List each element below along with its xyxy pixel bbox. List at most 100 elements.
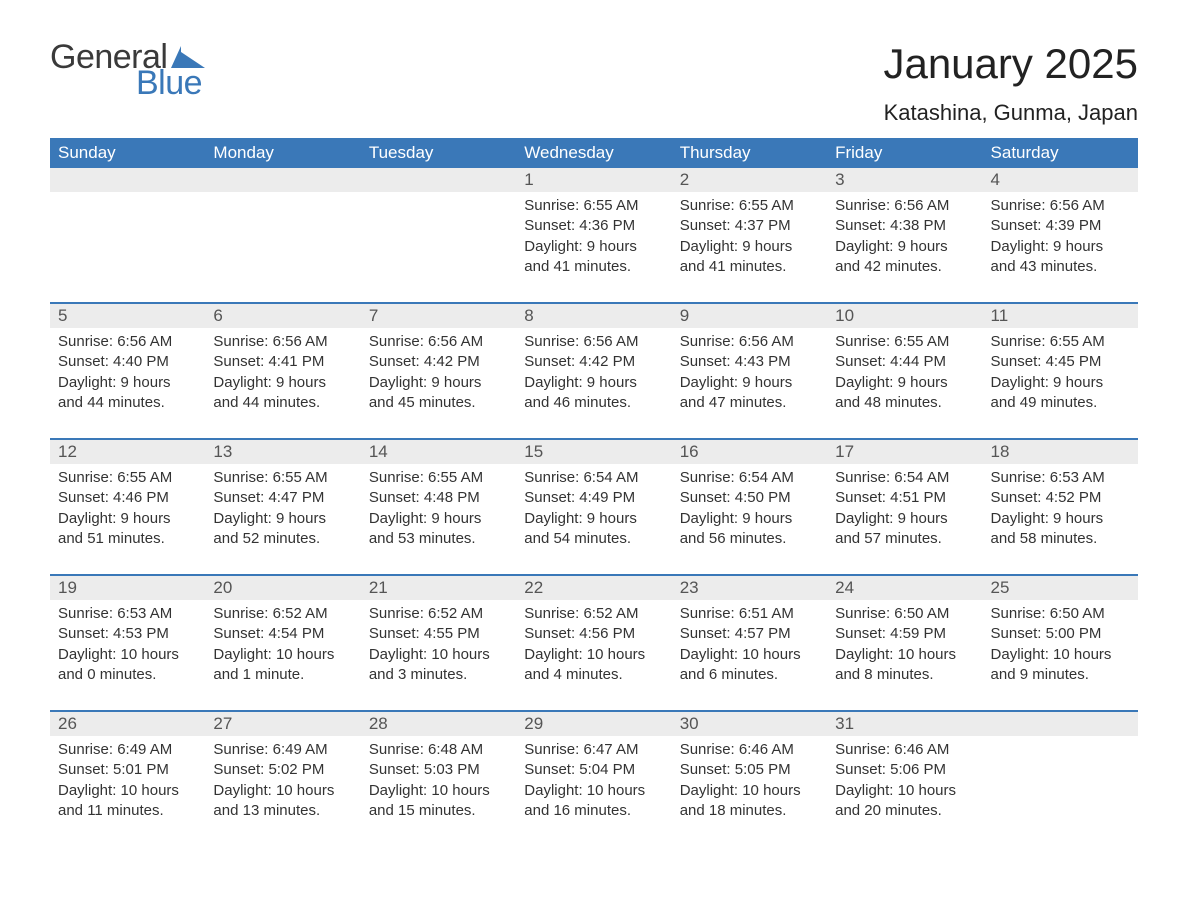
day-data: Sunrise: 6:54 AMSunset: 4:49 PMDaylight:…: [516, 464, 671, 557]
day-cell: 29Sunrise: 6:47 AMSunset: 5:04 PMDayligh…: [516, 712, 671, 832]
sunrise-label: Sunrise: 6:47 AM: [524, 740, 663, 760]
week-row: 1Sunrise: 6:55 AMSunset: 4:36 PMDaylight…: [50, 168, 1138, 288]
sunset-label: Sunset: 4:40 PM: [58, 352, 197, 372]
sunset-label: Sunset: 4:53 PM: [58, 624, 197, 644]
day-cell: 27Sunrise: 6:49 AMSunset: 5:02 PMDayligh…: [205, 712, 360, 832]
brand-logo: General Blue: [50, 40, 205, 100]
sunrise-label: Sunrise: 6:52 AM: [369, 604, 508, 624]
day-number: 30: [672, 712, 827, 736]
day-cell: [983, 712, 1138, 832]
sunset-label: Sunset: 4:54 PM: [213, 624, 352, 644]
daylight-label: Daylight: 9 hours and 53 minutes.: [369, 509, 508, 550]
day-number: 8: [516, 304, 671, 328]
daylight-label: Daylight: 10 hours and 1 minute.: [213, 645, 352, 686]
day-cell: 25Sunrise: 6:50 AMSunset: 5:00 PMDayligh…: [983, 576, 1138, 696]
sunset-label: Sunset: 4:55 PM: [369, 624, 508, 644]
sunset-label: Sunset: 4:56 PM: [524, 624, 663, 644]
day-cell: 2Sunrise: 6:55 AMSunset: 4:37 PMDaylight…: [672, 168, 827, 288]
day-number: 25: [983, 576, 1138, 600]
day-cell: 19Sunrise: 6:53 AMSunset: 4:53 PMDayligh…: [50, 576, 205, 696]
week-row: 12Sunrise: 6:55 AMSunset: 4:46 PMDayligh…: [50, 438, 1138, 560]
day-number: 1: [516, 168, 671, 192]
sunset-label: Sunset: 4:57 PM: [680, 624, 819, 644]
day-number: 21: [361, 576, 516, 600]
weekday-header: Thursday: [672, 138, 827, 168]
daylight-label: Daylight: 9 hours and 47 minutes.: [680, 373, 819, 414]
daylight-label: Daylight: 9 hours and 42 minutes.: [835, 237, 974, 278]
week-row: 19Sunrise: 6:53 AMSunset: 4:53 PMDayligh…: [50, 574, 1138, 696]
sunrise-label: Sunrise: 6:56 AM: [369, 332, 508, 352]
daylight-label: Daylight: 9 hours and 46 minutes.: [524, 373, 663, 414]
day-cell: 8Sunrise: 6:56 AMSunset: 4:42 PMDaylight…: [516, 304, 671, 424]
sunrise-label: Sunrise: 6:51 AM: [680, 604, 819, 624]
day-data: Sunrise: 6:55 AMSunset: 4:36 PMDaylight:…: [516, 192, 671, 285]
header: General Blue January 2025 Katashina, Gun…: [50, 40, 1138, 126]
sunrise-label: Sunrise: 6:54 AM: [835, 468, 974, 488]
day-data: Sunrise: 6:50 AMSunset: 4:59 PMDaylight:…: [827, 600, 982, 693]
sunrise-label: Sunrise: 6:49 AM: [213, 740, 352, 760]
weekday-header-row: Sunday Monday Tuesday Wednesday Thursday…: [50, 138, 1138, 168]
daylight-label: Daylight: 9 hours and 56 minutes.: [680, 509, 819, 550]
daylight-label: Daylight: 10 hours and 11 minutes.: [58, 781, 197, 822]
sunset-label: Sunset: 5:05 PM: [680, 760, 819, 780]
day-cell: 20Sunrise: 6:52 AMSunset: 4:54 PMDayligh…: [205, 576, 360, 696]
day-cell: [205, 168, 360, 288]
sunrise-label: Sunrise: 6:53 AM: [58, 604, 197, 624]
daylight-label: Daylight: 9 hours and 45 minutes.: [369, 373, 508, 414]
day-number: 10: [827, 304, 982, 328]
day-number: 26: [50, 712, 205, 736]
day-data: Sunrise: 6:56 AMSunset: 4:42 PMDaylight:…: [361, 328, 516, 421]
day-data: Sunrise: 6:56 AMSunset: 4:40 PMDaylight:…: [50, 328, 205, 421]
sunrise-label: Sunrise: 6:48 AM: [369, 740, 508, 760]
sunset-label: Sunset: 4:46 PM: [58, 488, 197, 508]
daylight-label: Daylight: 9 hours and 51 minutes.: [58, 509, 197, 550]
daylight-label: Daylight: 10 hours and 13 minutes.: [213, 781, 352, 822]
day-cell: 17Sunrise: 6:54 AMSunset: 4:51 PMDayligh…: [827, 440, 982, 560]
sunset-label: Sunset: 4:45 PM: [991, 352, 1130, 372]
day-cell: 1Sunrise: 6:55 AMSunset: 4:36 PMDaylight…: [516, 168, 671, 288]
day-number: 27: [205, 712, 360, 736]
sunrise-label: Sunrise: 6:54 AM: [524, 468, 663, 488]
week-row: 26Sunrise: 6:49 AMSunset: 5:01 PMDayligh…: [50, 710, 1138, 832]
day-cell: 12Sunrise: 6:55 AMSunset: 4:46 PMDayligh…: [50, 440, 205, 560]
sunset-label: Sunset: 4:38 PM: [835, 216, 974, 236]
day-cell: 28Sunrise: 6:48 AMSunset: 5:03 PMDayligh…: [361, 712, 516, 832]
day-cell: 16Sunrise: 6:54 AMSunset: 4:50 PMDayligh…: [672, 440, 827, 560]
title-block: January 2025 Katashina, Gunma, Japan: [883, 40, 1138, 126]
sunset-label: Sunset: 4:51 PM: [835, 488, 974, 508]
day-number: 24: [827, 576, 982, 600]
day-data: Sunrise: 6:55 AMSunset: 4:37 PMDaylight:…: [672, 192, 827, 285]
day-cell: 5Sunrise: 6:56 AMSunset: 4:40 PMDaylight…: [50, 304, 205, 424]
daylight-label: Daylight: 10 hours and 4 minutes.: [524, 645, 663, 686]
day-number: [983, 712, 1138, 736]
day-cell: [361, 168, 516, 288]
day-cell: 14Sunrise: 6:55 AMSunset: 4:48 PMDayligh…: [361, 440, 516, 560]
day-data: Sunrise: 6:55 AMSunset: 4:46 PMDaylight:…: [50, 464, 205, 557]
daylight-label: Daylight: 10 hours and 20 minutes.: [835, 781, 974, 822]
sunrise-label: Sunrise: 6:56 AM: [680, 332, 819, 352]
daylight-label: Daylight: 10 hours and 3 minutes.: [369, 645, 508, 686]
day-number: 15: [516, 440, 671, 464]
daylight-label: Daylight: 10 hours and 15 minutes.: [369, 781, 508, 822]
sunset-label: Sunset: 5:00 PM: [991, 624, 1130, 644]
day-data: Sunrise: 6:55 AMSunset: 4:48 PMDaylight:…: [361, 464, 516, 557]
day-number: 14: [361, 440, 516, 464]
sunset-label: Sunset: 5:04 PM: [524, 760, 663, 780]
day-data: Sunrise: 6:56 AMSunset: 4:43 PMDaylight:…: [672, 328, 827, 421]
sunset-label: Sunset: 4:41 PM: [213, 352, 352, 372]
week-row: 5Sunrise: 6:56 AMSunset: 4:40 PMDaylight…: [50, 302, 1138, 424]
sunrise-label: Sunrise: 6:56 AM: [835, 196, 974, 216]
calendar: Sunday Monday Tuesday Wednesday Thursday…: [50, 138, 1138, 832]
day-number: 16: [672, 440, 827, 464]
day-cell: 21 Sunrise: 6:52 AMSunset: 4:55 PMDayligh…: [361, 576, 516, 696]
daylight-label: Daylight: 9 hours and 44 minutes.: [58, 373, 197, 414]
weekday-header: Friday: [827, 138, 982, 168]
day-data: Sunrise: 6:51 AMSunset: 4:57 PMDaylight:…: [672, 600, 827, 693]
day-data: Sunrise: 6:46 AMSunset: 5:06 PMDaylight:…: [827, 736, 982, 829]
sunrise-label: Sunrise: 6:46 AM: [835, 740, 974, 760]
daylight-label: Daylight: 9 hours and 44 minutes.: [213, 373, 352, 414]
day-number: 3: [827, 168, 982, 192]
weekday-header: Sunday: [50, 138, 205, 168]
sunrise-label: Sunrise: 6:55 AM: [680, 196, 819, 216]
sunrise-label: Sunrise: 6:56 AM: [524, 332, 663, 352]
